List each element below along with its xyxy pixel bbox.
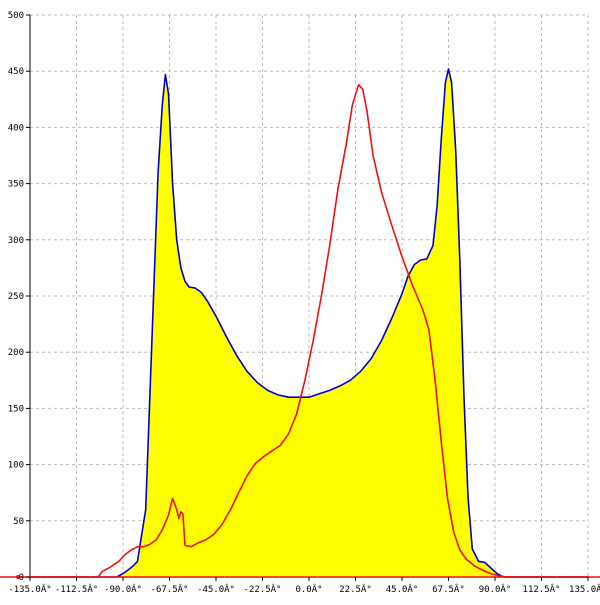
x-tick-label: 0.0Â° <box>295 583 322 595</box>
x-tick-label: 45.0Â° <box>386 583 419 595</box>
x-tick-label: 112.5Â° <box>523 583 561 595</box>
y-tick-label: 100 <box>8 461 24 471</box>
series-1-area <box>30 69 588 577</box>
line-layer <box>30 68 588 578</box>
x-tick-label: 90.0Â° <box>479 583 512 595</box>
y-tick-label: 150 <box>8 404 24 414</box>
y-tick-label: 0 <box>19 573 24 583</box>
series-2-line <box>30 83 588 578</box>
axis-layer <box>0 14 600 581</box>
y-tick-label: 500 <box>8 11 24 21</box>
x-tick-label: 135.0Â° <box>569 583 600 595</box>
y-tick-label: 300 <box>8 236 24 246</box>
x-tick-label: -67.5Â° <box>151 583 189 595</box>
x-tick-label: -22.5Â° <box>244 583 282 595</box>
series-1-line <box>30 68 588 578</box>
x-tick-label: -45.0Â° <box>197 583 235 595</box>
y-tick-label: 400 <box>8 123 24 133</box>
y-tick-label: 200 <box>8 348 24 358</box>
x-tick-label: -90.0Â° <box>104 583 142 595</box>
y-tick-label: 350 <box>8 180 24 190</box>
y-tick-label: 450 <box>8 67 24 77</box>
label-layer: 0 50 100 150 200 250 300 350 400 450 500 -135.0Â° -1… <box>8 11 600 595</box>
area-layer <box>30 69 588 577</box>
x-tick-label: 67.5Â° <box>432 583 465 595</box>
x-tick-label: -135.0Â° <box>8 583 51 595</box>
y-tick-label: 50 <box>13 517 24 527</box>
baseline-marker <box>16 575 20 579</box>
x-tick-label: 22.5Â° <box>339 583 372 595</box>
y-tick-label: 250 <box>8 292 24 302</box>
x-tick-label: -112.5Â° <box>55 583 98 595</box>
